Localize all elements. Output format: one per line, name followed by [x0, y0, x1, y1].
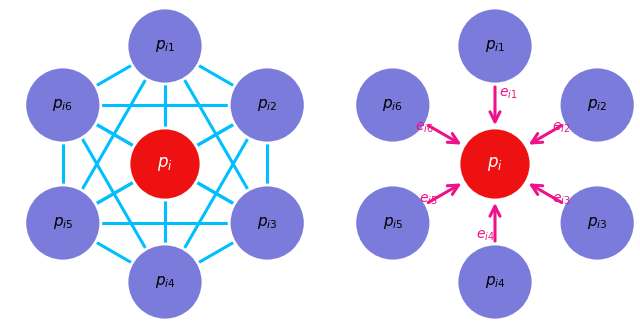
Circle shape	[355, 67, 431, 143]
Text: $p_{i4}$: $p_{i4}$	[484, 274, 506, 290]
Text: $p_{i4}$: $p_{i4}$	[155, 274, 175, 290]
Circle shape	[457, 8, 533, 84]
Circle shape	[459, 128, 531, 200]
Text: $p_{i6}$: $p_{i6}$	[52, 97, 73, 113]
Text: $e_{i3}$: $e_{i3}$	[552, 193, 570, 207]
Circle shape	[129, 128, 201, 200]
Text: $p_{i3}$: $p_{i3}$	[587, 215, 607, 231]
Text: $p_{i2}$: $p_{i2}$	[587, 97, 607, 113]
Circle shape	[25, 67, 101, 143]
Text: $e_{i1}$: $e_{i1}$	[499, 87, 517, 101]
Text: $p_{i5}$: $p_{i5}$	[52, 215, 73, 231]
Text: $p_{i1}$: $p_{i1}$	[155, 38, 175, 54]
Text: $p_i$: $p_i$	[487, 155, 503, 173]
Circle shape	[25, 185, 101, 261]
Circle shape	[127, 244, 203, 320]
Text: $p_{i5}$: $p_{i5}$	[383, 215, 403, 231]
Circle shape	[229, 67, 305, 143]
Text: $p_{i6}$: $p_{i6}$	[383, 97, 403, 113]
Text: $e_{i6}$: $e_{i6}$	[415, 121, 434, 135]
Text: $p_{i2}$: $p_{i2}$	[257, 97, 277, 113]
Text: $e_{i5}$: $e_{i5}$	[419, 193, 437, 207]
Circle shape	[559, 185, 635, 261]
Circle shape	[127, 8, 203, 84]
Circle shape	[559, 67, 635, 143]
Circle shape	[457, 244, 533, 320]
Circle shape	[355, 185, 431, 261]
Text: $e_{i4}$: $e_{i4}$	[476, 229, 494, 243]
Text: $p_{i1}$: $p_{i1}$	[484, 38, 505, 54]
Circle shape	[229, 185, 305, 261]
Text: $p_{i3}$: $p_{i3}$	[257, 215, 278, 231]
Text: $e_{i2}$: $e_{i2}$	[552, 121, 570, 135]
Text: $p_i$: $p_i$	[157, 155, 173, 173]
